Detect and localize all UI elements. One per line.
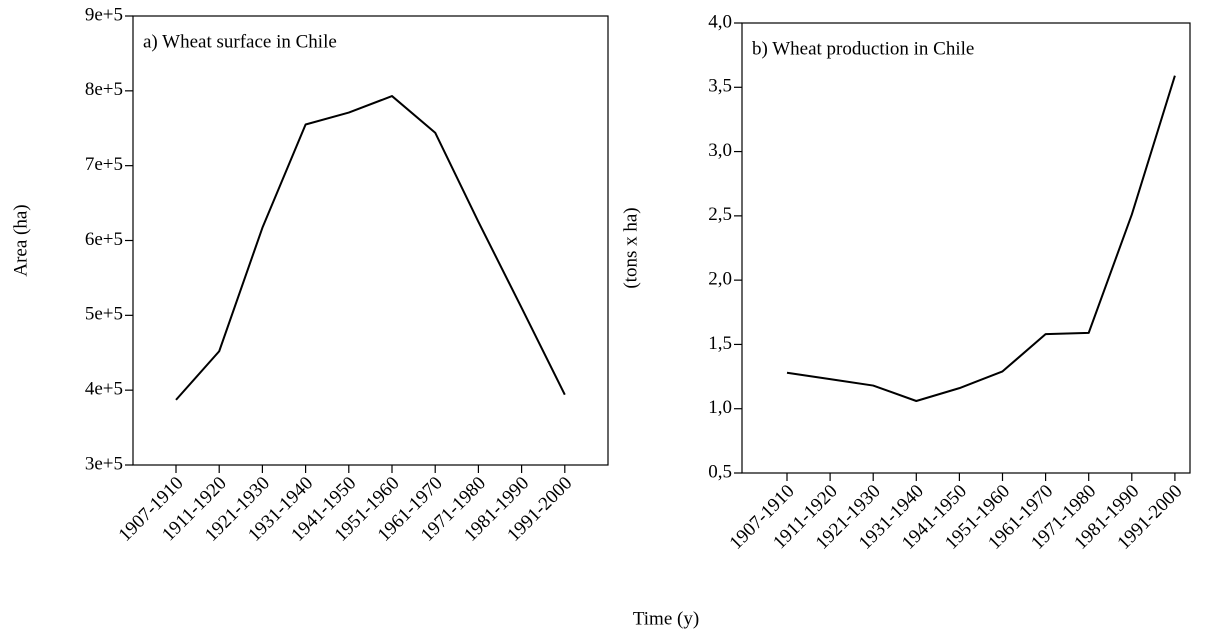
y-axis-label: (tons x ha): [620, 207, 641, 288]
data-line: [786, 75, 1176, 402]
plot-frame: [741, 22, 1191, 474]
y-tick-label: 1,5: [708, 333, 732, 354]
y-tick-label: 2,0: [708, 269, 732, 290]
y-tick-label: 4,0: [708, 11, 732, 32]
plot-frame: [132, 15, 609, 466]
data-line: [175, 95, 566, 401]
y-tick-label: 9e+5: [85, 4, 123, 25]
y-tick-label: 1,0: [708, 397, 732, 418]
panel-title: b) Wheat production in Chile: [752, 38, 974, 59]
y-tick-label: 7e+5: [85, 154, 123, 175]
y-tick-label: 5e+5: [85, 304, 123, 325]
panel: b) Wheat production in Chile (tons x ha) 0…: [620, 11, 1191, 554]
y-tick-label: 3,5: [708, 76, 732, 97]
y-tick-label: 6e+5: [85, 229, 123, 250]
y-tick-label: 3,0: [708, 140, 732, 161]
y-tick-label: 4e+5: [85, 379, 123, 400]
y-tick-label: 8e+5: [85, 79, 123, 100]
y-tick-label: 3e+5: [85, 453, 123, 474]
y-tick-label: 0,5: [708, 461, 732, 482]
y-axis-label: Area (ha): [10, 204, 31, 276]
panel-title: a) Wheat surface in Chile: [143, 31, 337, 52]
y-tick-label: 2,5: [708, 204, 732, 225]
x-axis-label: Time (y): [633, 608, 699, 629]
panel: a) Wheat surface in Chile Area (ha) 3e+5 4e…: [10, 4, 609, 546]
